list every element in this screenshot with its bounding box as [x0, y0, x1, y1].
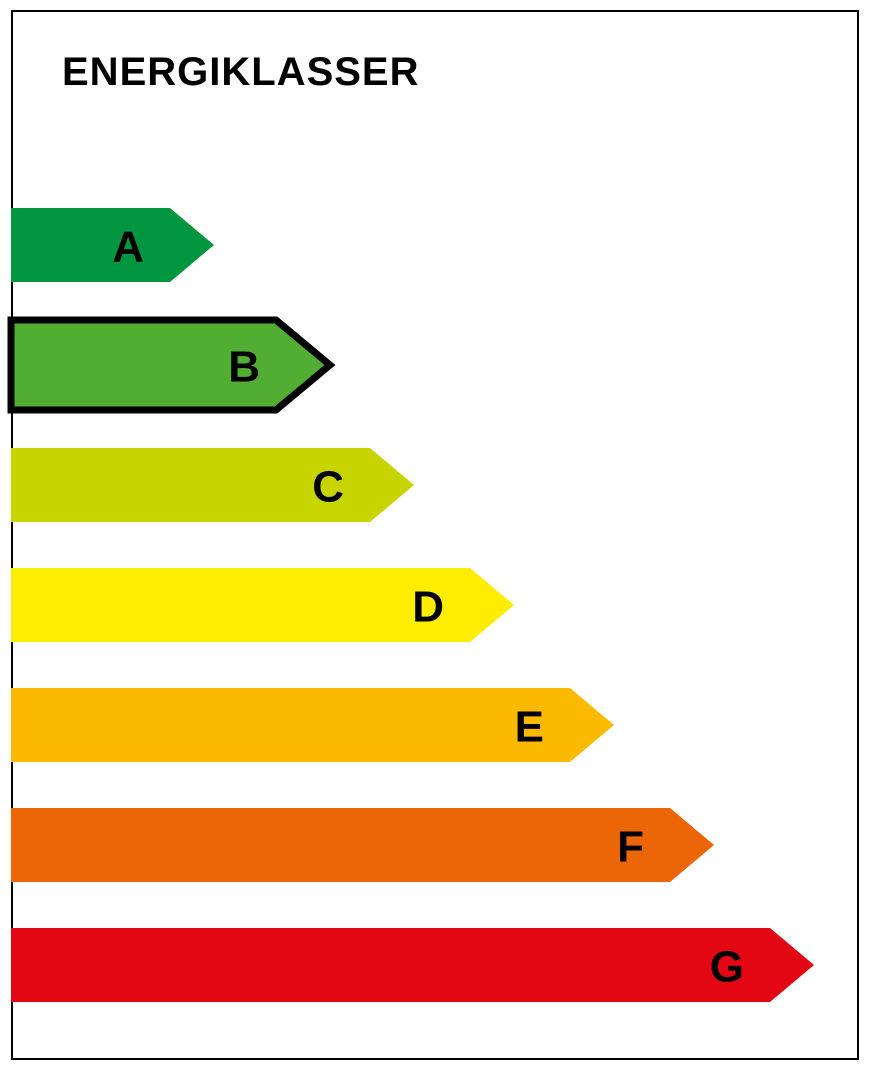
energy-bar-b: [11, 320, 330, 410]
energy-bar-f: [11, 808, 714, 882]
energy-bar-label-a: A: [112, 223, 144, 272]
energy-label-frame: ENERGIKLASSER ABCDEFG: [11, 10, 859, 1060]
energy-bar-label-c: C: [312, 463, 344, 512]
energy-bar-g: [11, 928, 814, 1002]
energy-bar-label-f: F: [617, 823, 644, 872]
energy-bar-c: [11, 448, 414, 522]
energy-class-chart: A B C D E F G: [0, 0, 870, 1070]
energy-bar-label-d: D: [412, 583, 444, 632]
energy-bar-label-e: E: [515, 703, 544, 752]
energy-bar-label-g: G: [710, 943, 744, 992]
energy-bar-label-b: B: [228, 343, 260, 392]
